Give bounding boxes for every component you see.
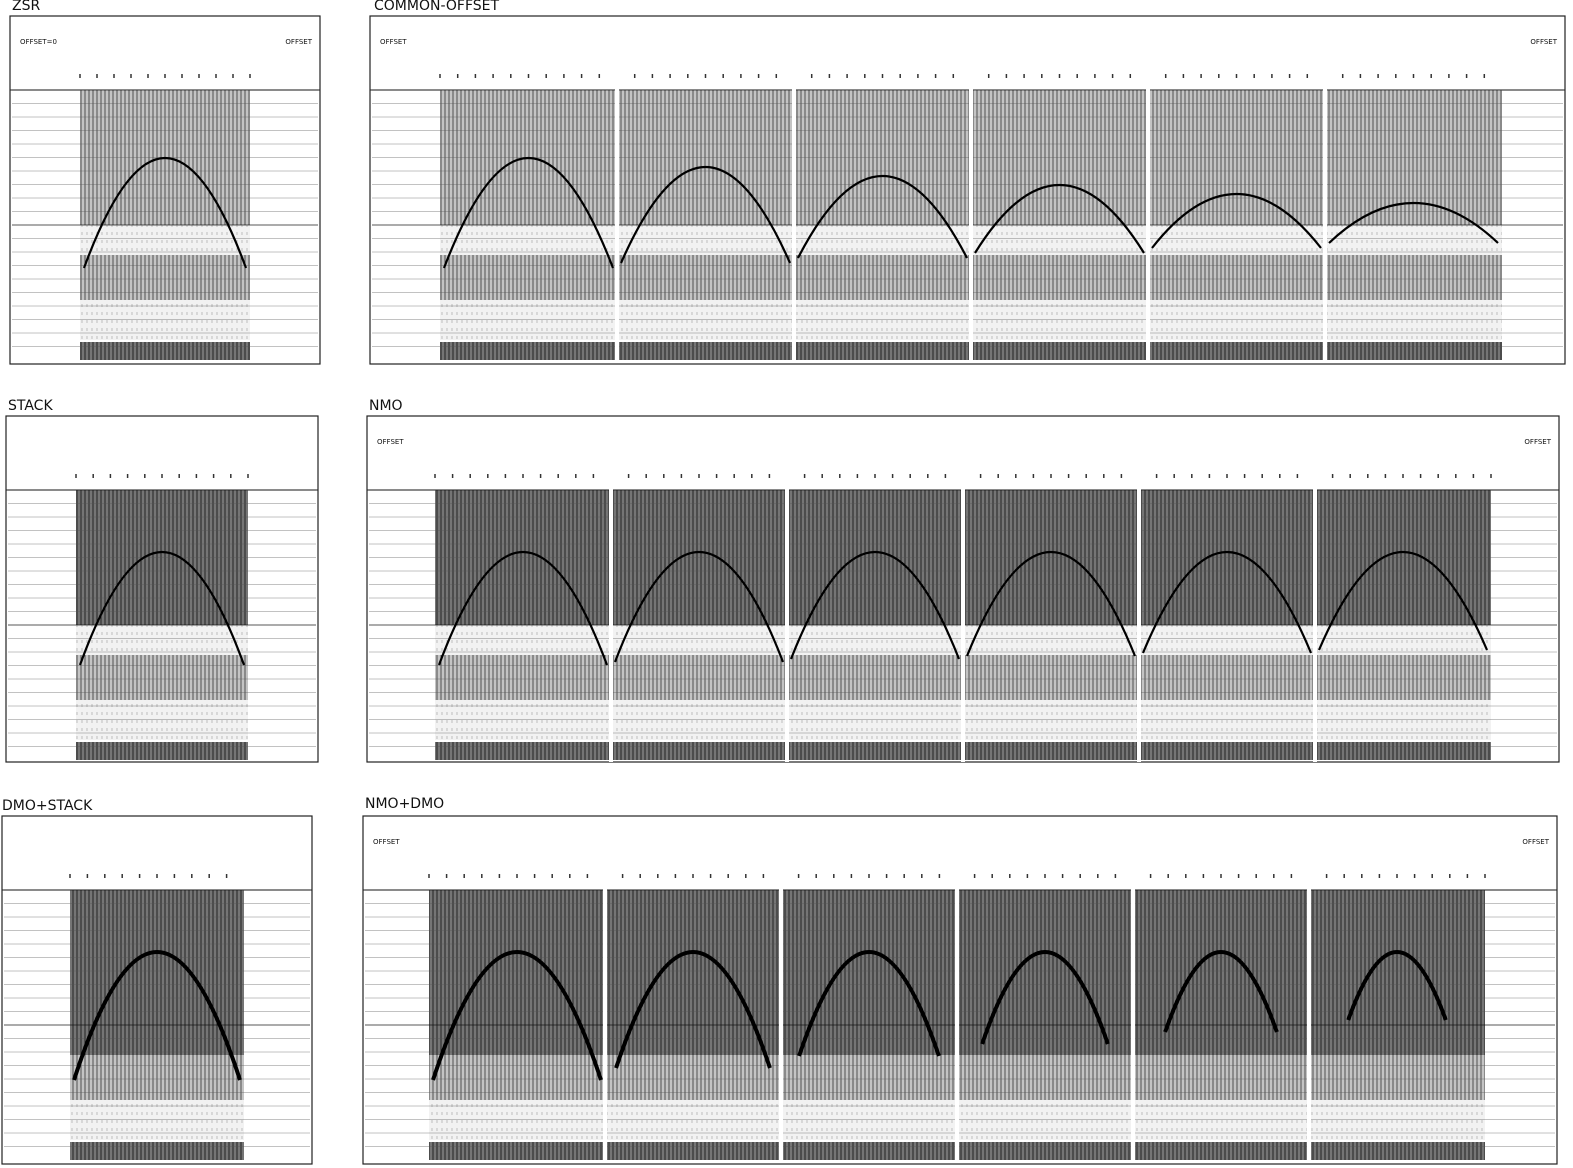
trace-band [70, 1100, 244, 1140]
section-gap [615, 72, 619, 362]
diffraction-curve [797, 174, 968, 259]
panel-frame [362, 815, 1558, 1165]
offset-label: OFFSET [1522, 838, 1549, 846]
section-gap [1131, 872, 1135, 1162]
diffraction-curve [431, 950, 603, 1081]
trace-band [70, 1055, 244, 1100]
trace-band [76, 655, 248, 700]
trace-band [76, 700, 248, 740]
panel-frame [1, 815, 313, 1165]
panel-title: STACK [8, 398, 53, 414]
section-gap [792, 72, 796, 362]
diffraction-curve [1163, 950, 1279, 1033]
diffraction-curve [78, 550, 246, 666]
panel: ZSR OFFSET=0 OFFSET [9, 0, 321, 365]
diffraction-curve [614, 950, 772, 1069]
offset-label: OFFSET [1524, 438, 1551, 446]
diffraction-curve [82, 156, 248, 269]
panel: COMMON-OFFSET OFFSET OFFSET [369, 0, 1566, 365]
section-gap [785, 472, 789, 762]
trace-band [76, 625, 248, 655]
diffraction-curve [72, 950, 242, 1081]
section-gap [1137, 472, 1141, 762]
panel-title: COMMON-OFFSET [374, 0, 499, 14]
diffraction-curve [797, 950, 941, 1057]
diffraction-curve [974, 184, 1145, 254]
diffraction-curve [1328, 202, 1499, 244]
offset-label: OFFSET [380, 38, 407, 46]
panel-frame [369, 15, 1566, 365]
offset-label: OFFSET [373, 838, 400, 846]
section-gap [603, 872, 607, 1162]
offset-label: OFFSET [285, 38, 312, 46]
panel: NMO OFFSET OFFSET [366, 398, 1560, 763]
diffraction-curve [1151, 192, 1322, 249]
trace-band [80, 255, 250, 300]
trace-band [80, 225, 250, 255]
panel-frame [5, 415, 319, 763]
trace-band [70, 1142, 244, 1160]
offset-label: OFFSET=0 [20, 38, 57, 46]
panel: DMO+STACK [1, 798, 313, 1165]
panel: STACK [5, 398, 319, 763]
panel-title: NMO [369, 398, 403, 414]
diffraction-curve [1317, 551, 1489, 651]
panel-frame [9, 15, 321, 365]
diffraction-curve [965, 551, 1137, 657]
section-gap [969, 72, 973, 362]
trace-band [80, 342, 250, 360]
section-gap [1307, 872, 1311, 1162]
diffraction-curve [437, 550, 609, 666]
panel-title: NMO+DMO [365, 796, 444, 812]
section-gap [955, 872, 959, 1162]
section-gap [779, 872, 783, 1162]
diffraction-curve [442, 156, 615, 269]
diffraction-curve [619, 166, 792, 264]
diffraction-curve [613, 550, 785, 663]
diffraction-curve [1141, 551, 1313, 654]
diffraction-curve [1346, 950, 1448, 1021]
section-gap [1146, 72, 1150, 362]
offset-label: OFFSET [377, 438, 404, 446]
trace-band [80, 300, 250, 340]
section-gap [609, 472, 613, 762]
section-gap [1323, 72, 1327, 362]
diffraction-curve [980, 950, 1110, 1045]
panel: NMO+DMO OFFSET OFFSET [362, 796, 1558, 1165]
trace-band [70, 1025, 244, 1055]
section-gap [961, 472, 965, 762]
panel-title: ZSR [12, 0, 40, 14]
diffraction-curve [789, 550, 961, 660]
offset-label: OFFSET [1530, 38, 1557, 46]
section-gap [1313, 472, 1317, 762]
panel-title: DMO+STACK [2, 798, 93, 814]
trace-band [76, 742, 248, 760]
